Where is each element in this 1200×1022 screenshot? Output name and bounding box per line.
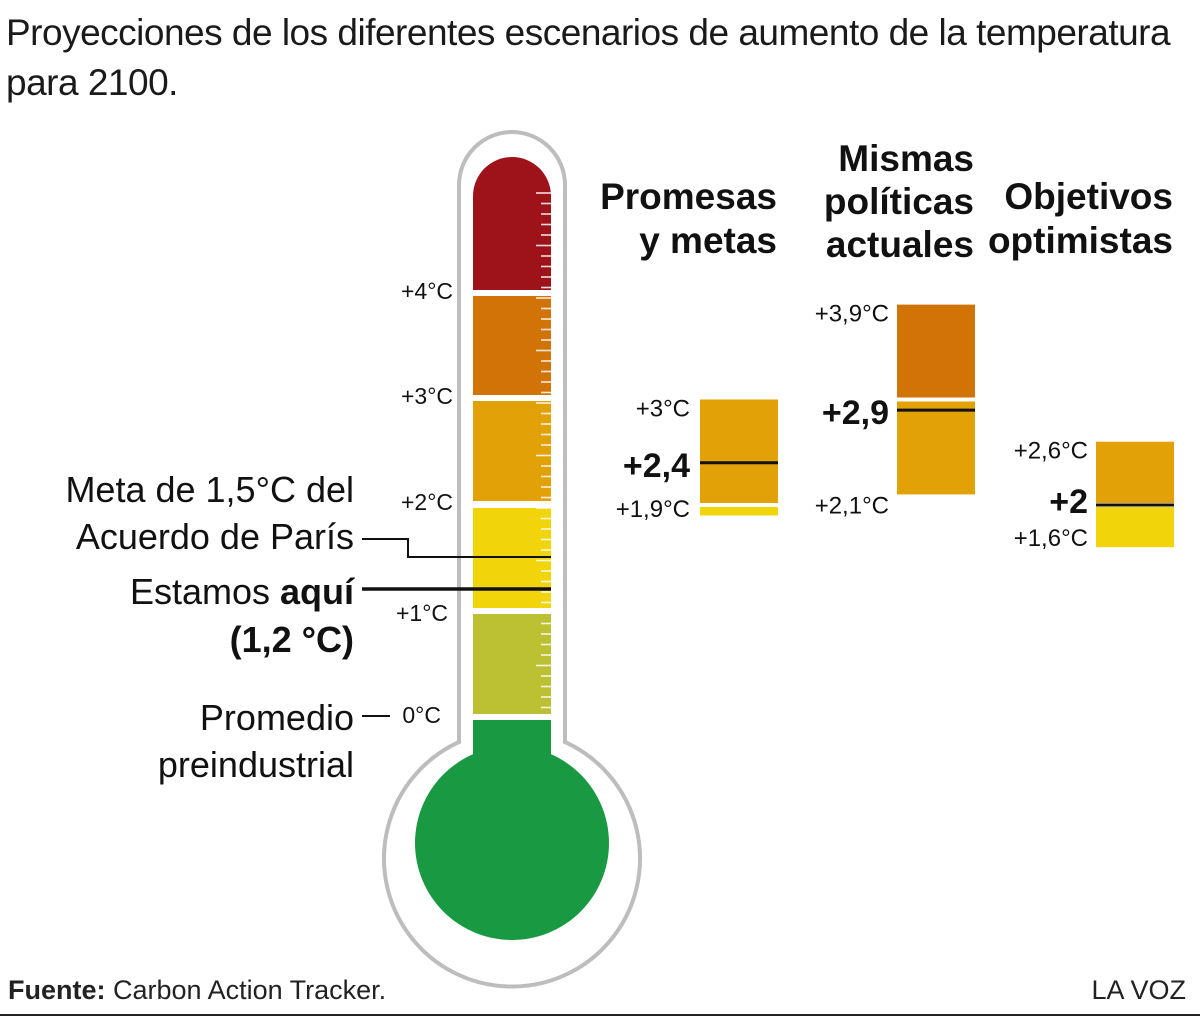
scenario-1-central-label: +2,4 [623, 447, 690, 485]
scenario-3-title-line2: optimistas [988, 220, 1173, 261]
tick-label-4: +4°C [401, 278, 453, 304]
scenario-2-title-line2: políticas [824, 181, 974, 222]
thermometer-bulb [415, 746, 609, 940]
source-note: Fuente: Carbon Action Tracker. [8, 975, 386, 1006]
brand-logo: LA VOZ [1091, 975, 1186, 1005]
current-warming-marker: Estamos aquí (1,2 °C) [130, 571, 551, 660]
band-0-1 [473, 614, 551, 714]
tick-label-3: +3°C [401, 383, 453, 409]
chart-title: Proyecciones de los diferentes escenario… [6, 12, 1171, 103]
paris-goal-label-line2: Acuerdo de París [76, 516, 354, 557]
scenario-2-title-line1: Mismas [838, 138, 974, 179]
scenario-1-low-label: +1,9°C [616, 496, 690, 523]
preindustrial-label-line1: Promedio [200, 697, 354, 738]
preindustrial-marker: Promedio preindustrial [158, 697, 390, 785]
current-warming-value: (1,2 °C) [230, 619, 354, 660]
current-warming-label: Estamos aquí [130, 571, 355, 612]
tick-label-1: +1°C [396, 600, 448, 626]
scenario-2-low-label: +2,1°C [815, 493, 889, 520]
thermometer [382, 130, 642, 989]
scenario-3-high-label: +2,6°C [1014, 438, 1088, 465]
scenario-2: +3,9°C +2,1°C +2,9 [815, 301, 975, 520]
scenario-3-title-line1: Objetivos [1004, 176, 1173, 217]
scenario-2-range-segment [897, 399, 975, 495]
scenario-3: +2,6°C +1,6°C +2 [1014, 438, 1174, 552]
tick-label-2: +2°C [401, 489, 453, 515]
scenario-3-low-label: +1,6°C [1014, 525, 1088, 552]
scenario-1: +3°C +1,9°C +2,4 [616, 396, 778, 523]
scenario-3-range-segment [1096, 505, 1174, 548]
scenario-3-central-label: +2 [1049, 483, 1088, 521]
scenario-3-range-segment [1096, 441, 1174, 505]
preindustrial-label-line2: preindustrial [158, 744, 354, 785]
bulb-neck [473, 720, 551, 780]
scenario-1-title-line2: y metas [639, 220, 777, 261]
thermometer-ticks [536, 192, 551, 709]
scenario-1-range-segment [700, 399, 778, 505]
band-2-3 [473, 401, 551, 501]
source-text: Carbon Action Tracker. [113, 975, 387, 1005]
scenario-1-title-line1: Promesas [600, 176, 777, 217]
band-above-4 [473, 157, 551, 290]
band-3-4 [473, 296, 551, 395]
footer-rule [0, 1014, 1200, 1016]
tick-label-0: 0°C [402, 702, 441, 728]
source-label: Fuente: [8, 975, 106, 1005]
paris-goal-marker: Meta de 1,5°C del Acuerdo de París [65, 469, 551, 558]
scenario-2-title-line3: actuales [826, 224, 974, 265]
paris-goal-label-line1: Meta de 1,5°C del [65, 469, 354, 510]
scenario-1-high-label: +3°C [636, 396, 690, 423]
scenario-bars: +3°C +1,9°C +2,4 +3,9°C +2,1°C +2,9 +2,6°C +1,6… [616, 301, 1174, 552]
scenario-2-high-label: +3,9°C [815, 301, 889, 328]
scenario-1-range-segment [700, 505, 778, 516]
scenario-2-central-label: +2,9 [822, 394, 889, 432]
scenario-2-range-segment [897, 304, 975, 400]
